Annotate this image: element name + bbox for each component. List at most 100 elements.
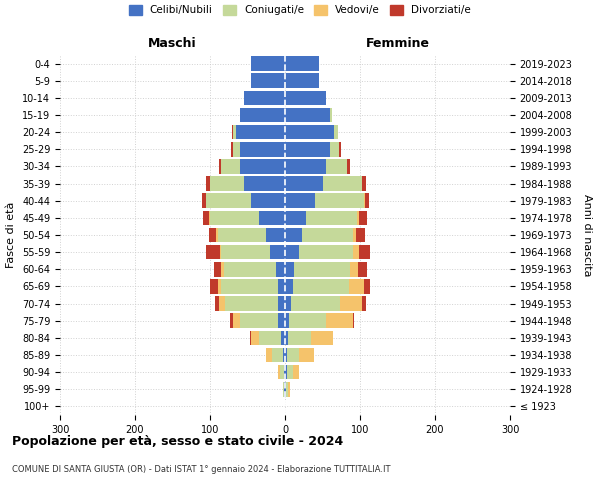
Bar — [291, 296, 340, 311]
Bar — [236, 125, 285, 140]
Bar — [349, 279, 364, 293]
Bar — [233, 125, 236, 140]
Bar — [365, 194, 369, 208]
Bar — [285, 279, 293, 293]
Bar — [277, 279, 285, 293]
Bar — [209, 228, 216, 242]
Bar — [323, 176, 361, 191]
Bar — [220, 245, 221, 260]
Text: Femmine: Femmine — [365, 37, 430, 50]
Bar — [285, 159, 326, 174]
Bar — [285, 296, 291, 311]
Bar — [202, 194, 205, 208]
Bar — [214, 262, 221, 276]
Bar — [225, 296, 277, 311]
Bar — [361, 176, 362, 191]
Bar — [286, 382, 288, 396]
Bar — [288, 382, 290, 396]
Bar — [285, 56, 319, 71]
Bar — [287, 365, 293, 380]
Bar — [232, 125, 233, 140]
Bar — [293, 365, 299, 380]
Bar — [364, 279, 370, 293]
Text: Popolazione per età, sesso e stato civile - 2024: Popolazione per età, sesso e stato civil… — [12, 435, 343, 448]
Bar — [353, 245, 359, 260]
Bar — [230, 314, 233, 328]
Bar — [250, 330, 251, 345]
Bar — [221, 245, 270, 260]
Bar — [223, 262, 276, 276]
Bar — [218, 279, 221, 293]
Bar — [210, 279, 218, 293]
Bar — [357, 210, 359, 225]
Text: Maschi: Maschi — [148, 37, 197, 50]
Legend: Celibi/Nubili, Coniugati/e, Vedovi/e, Divorziati/e: Celibi/Nubili, Coniugati/e, Vedovi/e, Di… — [129, 5, 471, 15]
Bar — [285, 108, 330, 122]
Bar — [330, 142, 339, 156]
Bar — [221, 279, 277, 293]
Bar — [285, 194, 315, 208]
Bar — [240, 142, 285, 156]
Bar — [266, 228, 285, 242]
Bar — [334, 125, 337, 140]
Bar — [285, 382, 286, 396]
Bar — [283, 382, 284, 396]
Bar — [358, 262, 367, 276]
Bar — [288, 330, 311, 345]
Bar — [362, 296, 366, 311]
Bar — [231, 142, 233, 156]
Bar — [287, 348, 299, 362]
Bar — [353, 314, 354, 328]
Bar — [359, 210, 367, 225]
Bar — [219, 159, 221, 174]
Bar — [221, 159, 240, 174]
Bar — [364, 194, 365, 208]
Bar — [203, 210, 209, 225]
Bar — [359, 245, 370, 260]
Bar — [340, 296, 362, 311]
Bar — [356, 228, 365, 242]
Bar — [251, 194, 285, 208]
Bar — [240, 159, 285, 174]
Bar — [285, 125, 334, 140]
Text: COMUNE DI SANTA GIUSTA (OR) - Dati ISTAT 1° gennaio 2024 - Elaborazione TUTTITAL: COMUNE DI SANTA GIUSTA (OR) - Dati ISTAT… — [12, 465, 391, 474]
Y-axis label: Fasce di età: Fasce di età — [7, 202, 16, 268]
Bar — [218, 228, 266, 242]
Bar — [210, 176, 244, 191]
Bar — [271, 348, 283, 362]
Bar — [251, 56, 285, 71]
Bar — [326, 159, 347, 174]
Bar — [285, 330, 288, 345]
Bar — [216, 228, 218, 242]
Bar — [339, 142, 341, 156]
Bar — [206, 194, 251, 208]
Bar — [277, 314, 285, 328]
Bar — [285, 314, 289, 328]
Bar — [326, 314, 353, 328]
Bar — [281, 330, 285, 345]
Bar — [302, 228, 353, 242]
Bar — [285, 90, 326, 105]
Bar — [240, 314, 277, 328]
Bar — [233, 314, 240, 328]
Bar — [215, 296, 219, 311]
Bar — [330, 108, 331, 122]
Bar — [265, 348, 271, 362]
Bar — [233, 142, 240, 156]
Bar — [289, 314, 326, 328]
Bar — [210, 210, 259, 225]
Bar — [362, 176, 366, 191]
Bar — [206, 245, 220, 260]
Bar — [285, 176, 323, 191]
Bar — [294, 262, 350, 276]
Bar — [251, 74, 285, 88]
Bar — [259, 210, 285, 225]
Bar — [270, 245, 285, 260]
Bar — [285, 262, 294, 276]
Bar — [284, 382, 285, 396]
Bar — [244, 90, 285, 105]
Bar — [315, 194, 364, 208]
Bar — [285, 74, 319, 88]
Bar — [206, 176, 210, 191]
Bar — [285, 365, 287, 380]
